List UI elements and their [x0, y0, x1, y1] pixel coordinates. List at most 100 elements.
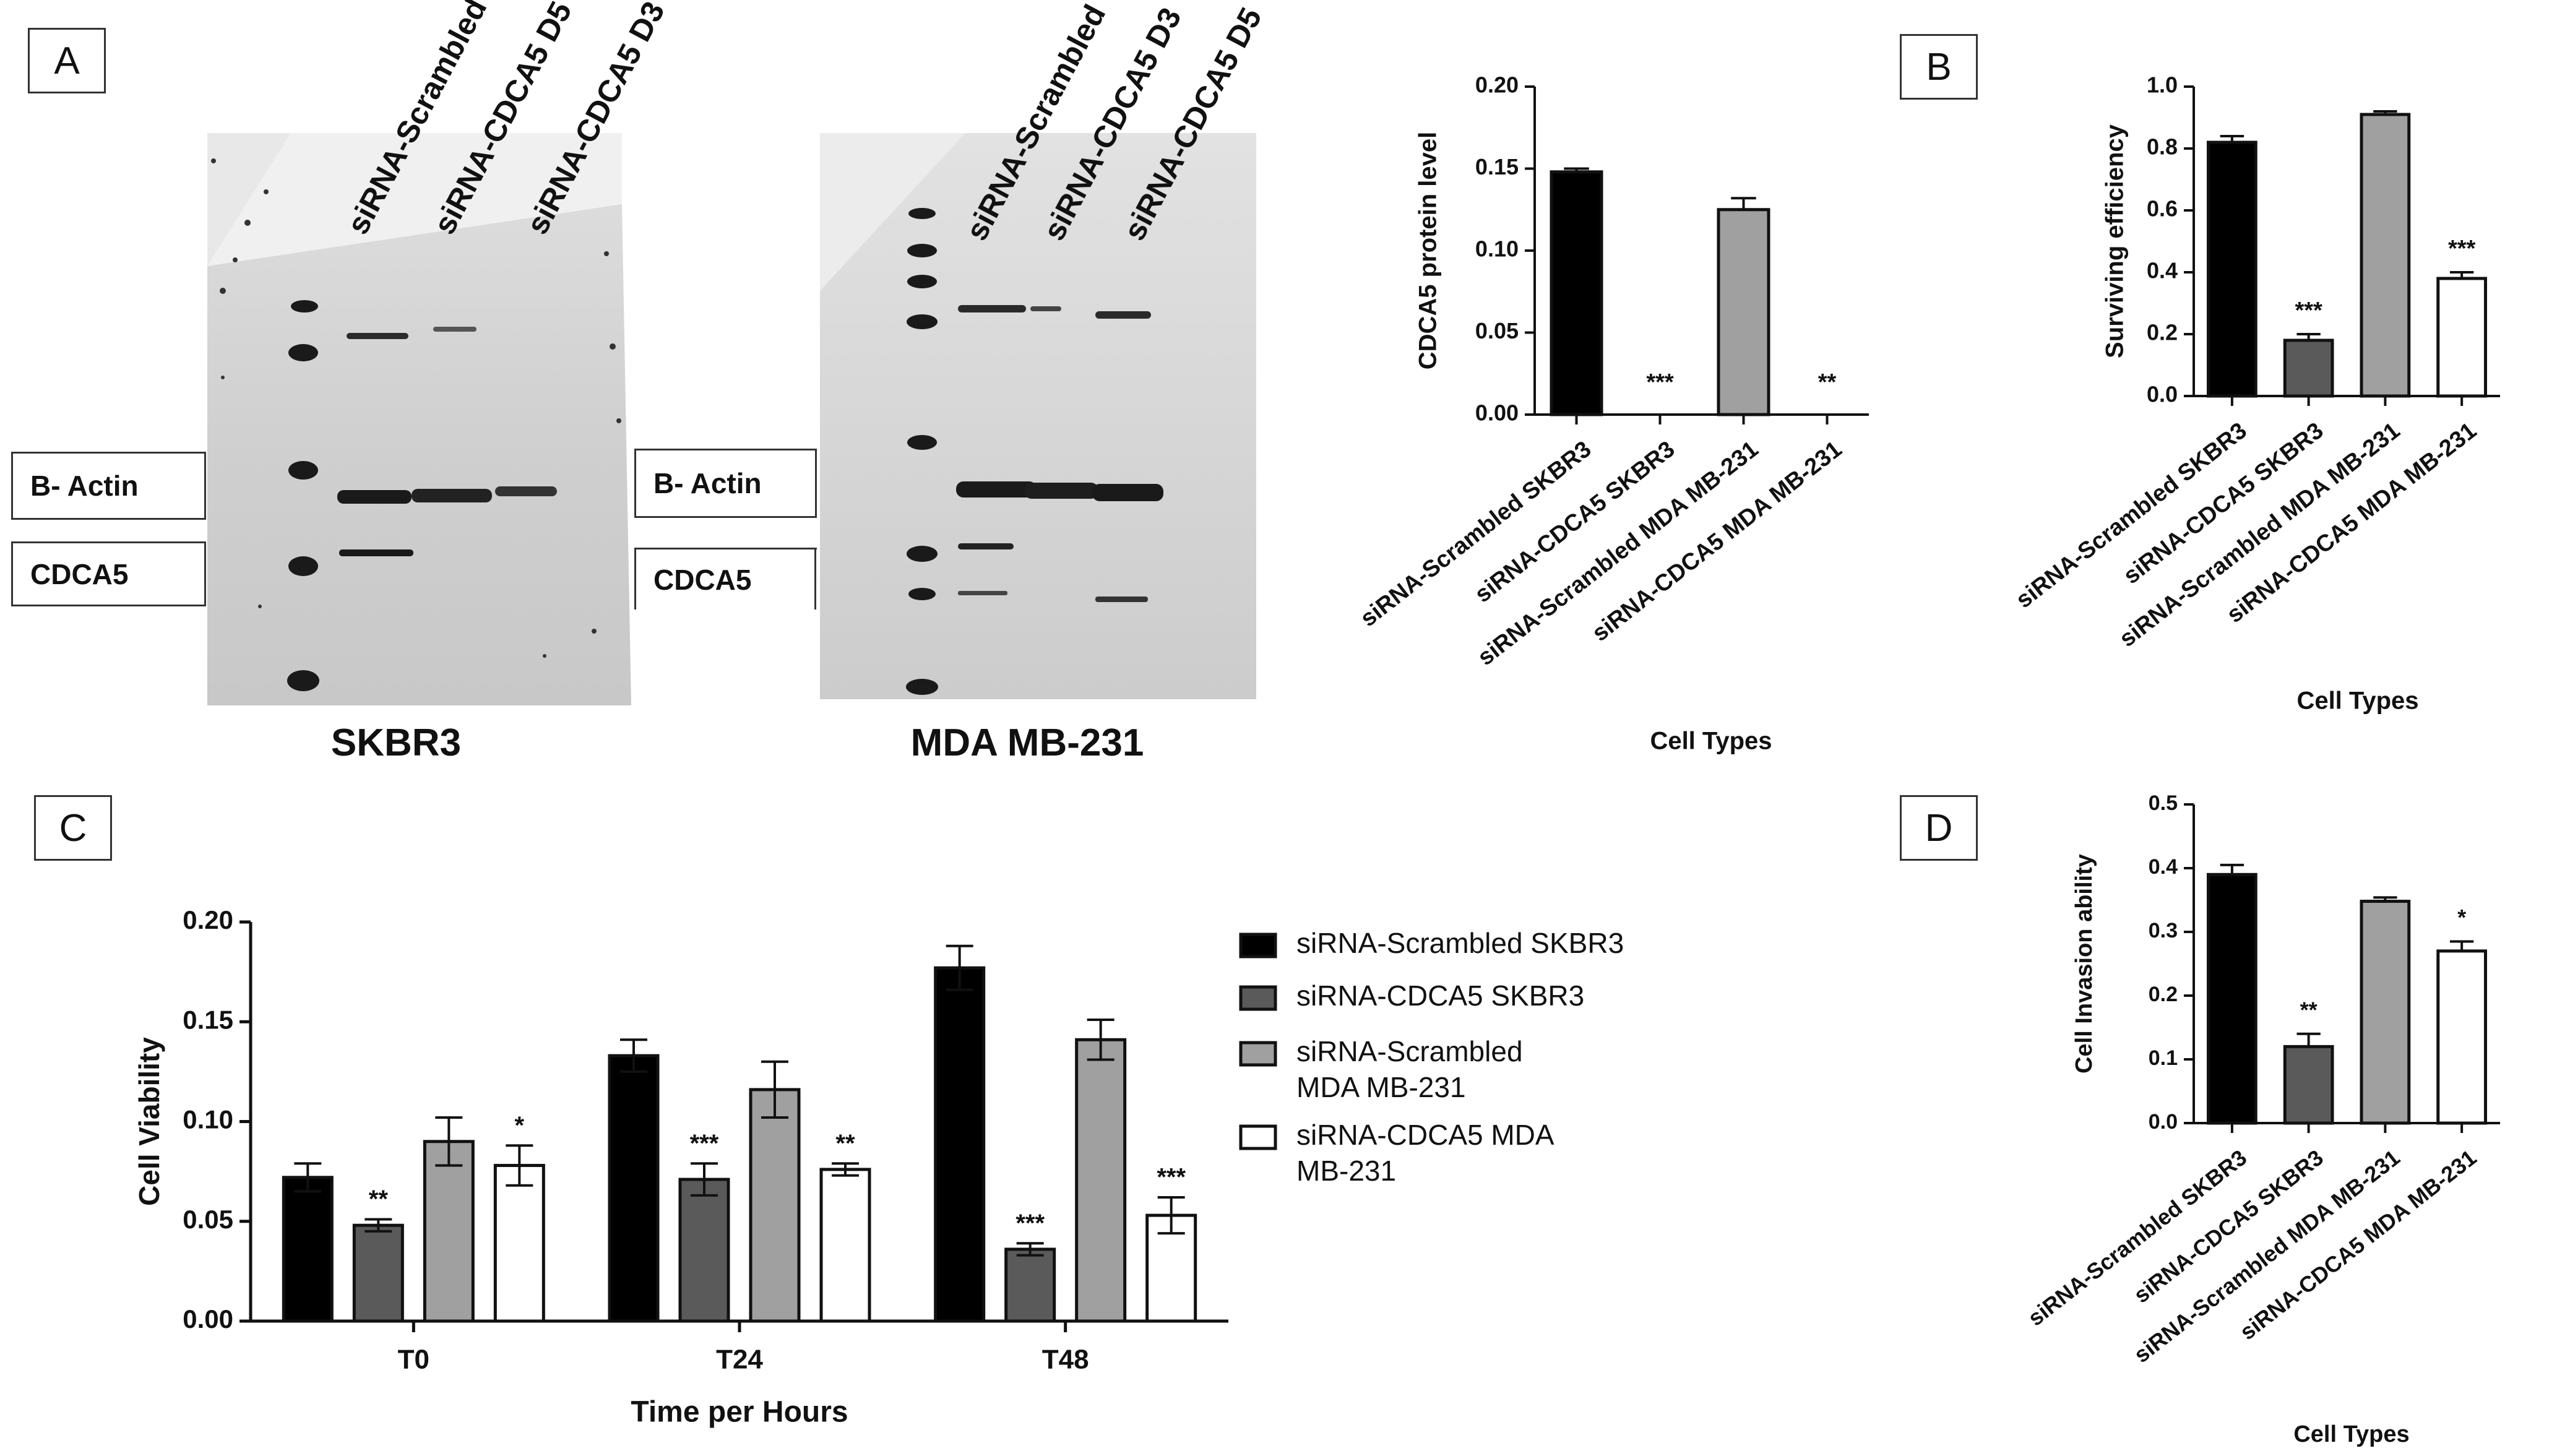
bar — [2360, 900, 2411, 1125]
legend-label: siRNA-Scrambled — [1296, 1035, 1523, 1067]
bar — [282, 1176, 334, 1323]
legend-swatch — [1239, 933, 1277, 958]
y-tick-label: 0.20 — [1475, 72, 1519, 98]
bar — [423, 1140, 475, 1323]
y-tick-label: 0.4 — [2149, 855, 2178, 879]
cdca5-label-text: CDCA5 — [30, 558, 129, 590]
significance-label: *** — [1015, 1210, 1045, 1237]
bar — [2283, 1045, 2334, 1125]
bar — [608, 1054, 660, 1323]
x-axis-label: Time per Hours — [631, 1396, 848, 1429]
x-category-label: T24 — [716, 1345, 763, 1375]
significance-label: *** — [690, 1130, 719, 1157]
bar — [352, 1223, 404, 1323]
significance-label: ** — [369, 1186, 389, 1213]
bar — [493, 1163, 545, 1323]
bar — [1075, 1038, 1127, 1323]
significance-label: * — [515, 1112, 525, 1139]
y-tick-label: 0.0 — [2147, 382, 2178, 407]
y-tick-label: 0.0 — [2149, 1110, 2178, 1134]
y-tick-label: 0.00 — [1475, 400, 1519, 426]
panel-letter-c: C — [59, 806, 87, 850]
significance-label: *** — [1157, 1164, 1186, 1191]
bar — [749, 1088, 801, 1323]
y-tick-label: 0.20 — [183, 905, 233, 934]
bar — [1004, 1247, 1056, 1323]
y-tick-label: 0.05 — [1475, 318, 1519, 343]
significance-label: *** — [2295, 298, 2322, 324]
chart-surviving: 0.0 0.2 0.4 0.6 0.8 1.0 Surviving efficiency si… — [2011, 72, 2500, 715]
x-axis-label: Cell Types — [2296, 687, 2418, 715]
significance-label: *** — [2448, 236, 2476, 262]
panel-letter-a: A — [54, 39, 80, 82]
band-label-actin-skbr3: B- Actin — [11, 452, 206, 520]
legend-label: MB-231 — [1296, 1155, 1396, 1187]
y-axis-label: Cell Invasion ability — [2071, 854, 2097, 1074]
x-axis-label: Cell Types — [1650, 728, 1772, 755]
legend-label: siRNA-CDCA5 SKBR3 — [1296, 980, 1584, 1012]
actin-label-text: B- Actin — [30, 470, 139, 502]
bar — [2436, 949, 2487, 1125]
y-tick-label: 0.5 — [2149, 791, 2178, 815]
legend-label: MDA MB-231 — [1296, 1071, 1466, 1103]
y-tick-label: 0.10 — [1475, 236, 1519, 262]
cdca5-label-text-2: CDCA5 — [653, 563, 752, 596]
panel-letter-d: D — [1925, 806, 1953, 850]
y-tick-label: 0.10 — [183, 1105, 233, 1134]
bar — [2360, 113, 2411, 398]
bar — [2283, 338, 2334, 398]
y-axis-label: Surviving efficiency — [2102, 124, 2129, 358]
y-tick-label: 0.2 — [2147, 320, 2178, 345]
panel-label-a: A — [28, 28, 106, 93]
legend-swatch — [1239, 1124, 1277, 1150]
bar — [819, 1168, 871, 1323]
panel-label-b: B — [1900, 34, 1978, 100]
y-tick-label: 0.15 — [1475, 154, 1519, 179]
y-tick-label: 0.8 — [2147, 134, 2178, 160]
bar — [2207, 140, 2257, 398]
bar — [678, 1178, 730, 1323]
panel-label-d: D — [1900, 795, 1978, 861]
legend-swatch — [1239, 1041, 1277, 1067]
significance-label: *** — [1646, 369, 1674, 395]
legend-label: siRNA-CDCA5 MDA — [1296, 1119, 1554, 1151]
bar — [2436, 277, 2487, 398]
significance-label: * — [2457, 905, 2466, 930]
bar — [2207, 872, 2257, 1125]
legend-swatch — [1239, 985, 1277, 1011]
cdca5-mda-box-right-edge — [814, 548, 816, 610]
band-label-cdca5-skbr3: CDCA5 — [11, 541, 206, 606]
y-tick-label: 0.15 — [183, 1005, 233, 1034]
panel-letter-b: B — [1926, 45, 1952, 88]
y-tick-label: 0.6 — [2147, 196, 2178, 222]
y-axis-label: Cell Viability — [133, 1037, 165, 1206]
y-tick-label: 0.4 — [2147, 258, 2178, 283]
x-axis-label: Cell Types — [2293, 1421, 2409, 1447]
bar — [934, 966, 986, 1323]
blot-skbr3 — [207, 133, 631, 705]
y-tick-label: 1.0 — [2147, 72, 2178, 98]
legend: siRNA-Scrambled SKBR3 siRNA-CDCA5 SKBR3 si… — [1239, 927, 1624, 1187]
y-tick-label: 0.00 — [183, 1304, 233, 1333]
y-tick-label: 0.3 — [2149, 919, 2178, 942]
x-category-label: siRNA-Scrambled MDA MB-231 — [2115, 418, 2405, 652]
blot-mda — [820, 133, 1256, 699]
band-label-actin-mda: B- Actin — [634, 449, 817, 518]
actin-label-text-2: B- Actin — [653, 467, 762, 499]
y-tick-label: 0.2 — [2149, 983, 2178, 1006]
significance-label: ** — [2300, 997, 2318, 1022]
bar — [1550, 170, 1603, 416]
y-axis-label: CDCA5 protein level — [1415, 132, 1442, 370]
blot-title-skbr3: SKBR3 — [330, 722, 462, 764]
band-label-cdca5-mda: CDCA5 — [634, 548, 817, 610]
legend-label: siRNA-Scrambled SKBR3 — [1296, 927, 1624, 959]
significance-label: ** — [1818, 369, 1837, 395]
blot-title-mda: MDA MB-231 — [910, 722, 1144, 764]
x-category-label: T48 — [1042, 1345, 1089, 1375]
y-tick-label: 0.1 — [2149, 1046, 2178, 1070]
panel-label-c: C — [34, 795, 112, 861]
